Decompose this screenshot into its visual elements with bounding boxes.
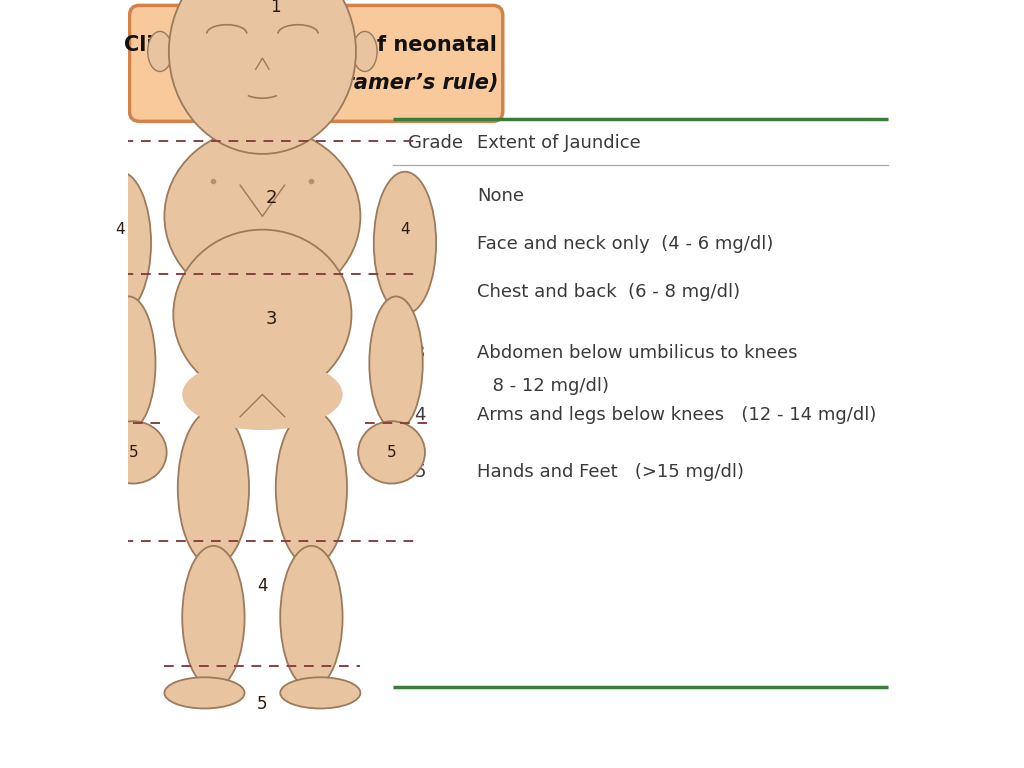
Ellipse shape (89, 172, 152, 314)
Text: Grade: Grade (409, 134, 463, 152)
Ellipse shape (182, 546, 245, 688)
Text: (Kramer’s rule): (Kramer’s rule) (318, 73, 499, 93)
Text: Arms and legs below knees   (12 - 14 mg/dl): Arms and legs below knees (12 - 14 mg/dl… (477, 406, 877, 424)
Ellipse shape (281, 546, 343, 688)
Ellipse shape (165, 677, 245, 709)
Text: 2: 2 (265, 190, 278, 207)
Text: 4: 4 (414, 406, 426, 424)
Text: Chest and back  (6 - 8 mg/dl): Chest and back (6 - 8 mg/dl) (477, 283, 740, 301)
Ellipse shape (374, 172, 436, 314)
Text: 4: 4 (400, 222, 410, 237)
Text: 0: 0 (415, 187, 425, 205)
Ellipse shape (370, 296, 423, 430)
Text: 3: 3 (265, 310, 278, 328)
Ellipse shape (147, 31, 172, 71)
Text: 8 - 12 mg/dl): 8 - 12 mg/dl) (481, 376, 609, 395)
Text: 3: 3 (414, 344, 426, 362)
Ellipse shape (165, 127, 360, 306)
Ellipse shape (358, 421, 425, 484)
Text: 2: 2 (414, 283, 426, 301)
FancyBboxPatch shape (129, 5, 503, 121)
Ellipse shape (173, 230, 351, 399)
Ellipse shape (102, 296, 156, 430)
Text: Extent of Jaundice: Extent of Jaundice (477, 134, 641, 152)
Text: Face and neck only  (4 - 6 mg/dl): Face and neck only (4 - 6 mg/dl) (477, 235, 774, 253)
Text: None: None (477, 187, 524, 205)
Text: Abdomen below umbilicus to knees: Abdomen below umbilicus to knees (477, 344, 798, 362)
Ellipse shape (275, 410, 347, 566)
Ellipse shape (352, 31, 377, 71)
Text: 1: 1 (414, 235, 426, 253)
Text: 4: 4 (115, 222, 125, 237)
Text: Clinical assessment of neonatal: Clinical assessment of neonatal (124, 35, 498, 55)
Text: 5: 5 (414, 463, 426, 482)
Ellipse shape (99, 421, 167, 484)
Text: 5: 5 (387, 445, 396, 460)
Ellipse shape (182, 359, 343, 430)
Text: Hands and Feet   (>15 mg/dl): Hands and Feet (>15 mg/dl) (477, 463, 744, 482)
Ellipse shape (169, 0, 356, 154)
Text: jaundice: jaundice (250, 73, 356, 93)
Text: 4: 4 (257, 577, 267, 595)
Text: 5: 5 (128, 445, 138, 460)
FancyBboxPatch shape (236, 101, 289, 145)
Text: 5: 5 (257, 695, 267, 713)
Ellipse shape (281, 677, 360, 709)
Text: 1: 1 (270, 0, 281, 16)
Ellipse shape (178, 410, 249, 566)
